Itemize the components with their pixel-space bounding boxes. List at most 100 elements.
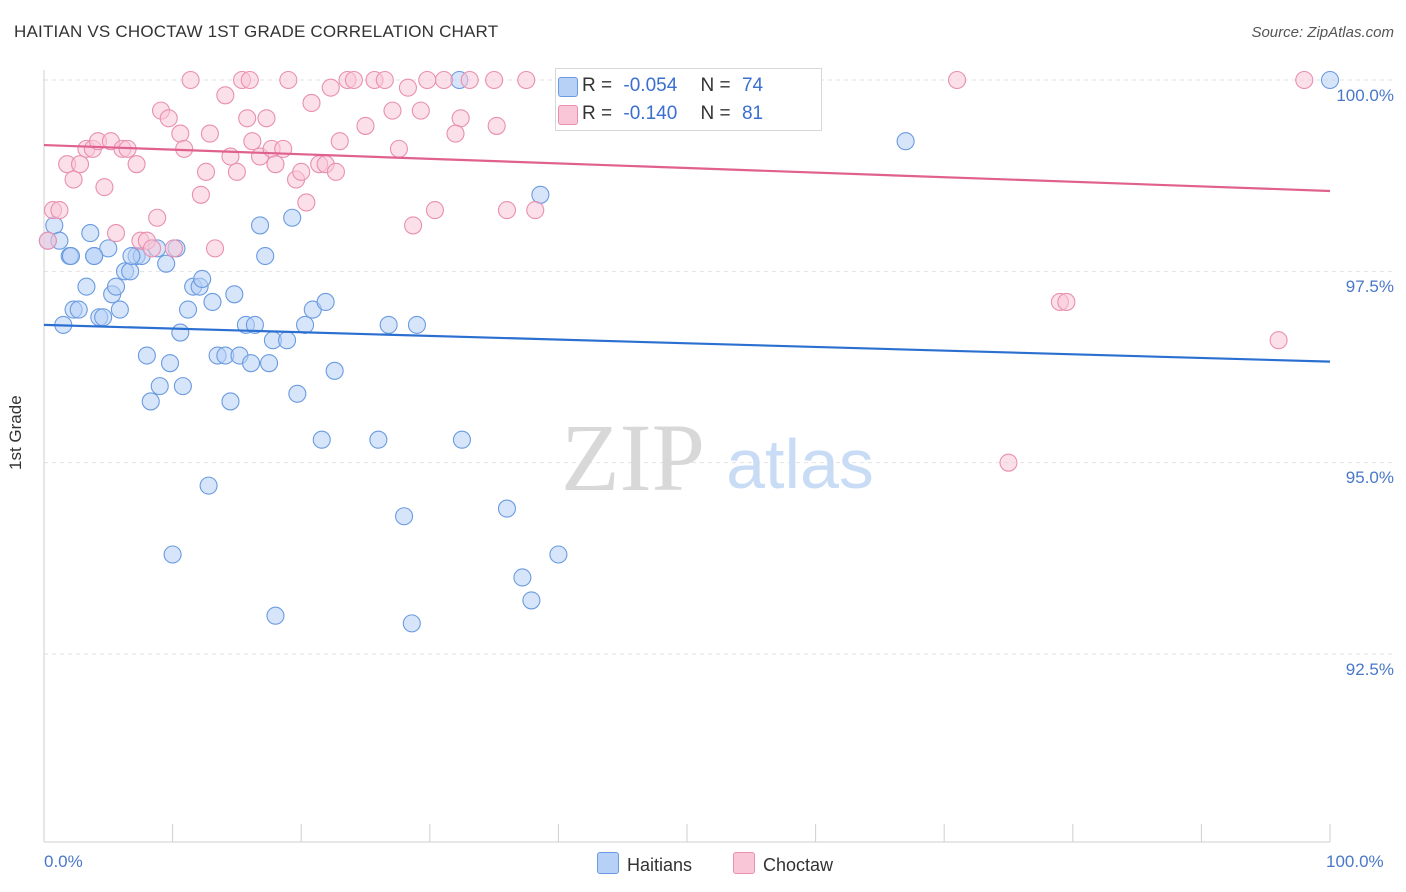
n-label: N =: [700, 103, 731, 124]
haitians-point: [122, 246, 141, 266]
haitians-point: [283, 208, 302, 227]
choctaw-legend-label: Choctaw: [763, 855, 834, 875]
choctaw-point: [1295, 70, 1314, 90]
choctaw-point: [205, 239, 225, 258]
haitians-point: [193, 269, 212, 289]
choctaw-point: [497, 201, 517, 220]
choctaw-point: [375, 70, 394, 90]
n-label: N =: [700, 75, 731, 96]
choctaw-point: [526, 201, 545, 220]
haitians-point: [137, 346, 156, 365]
haitians-point: [163, 545, 182, 564]
haitians-point: [379, 315, 398, 334]
choctaw-point: [999, 453, 1018, 472]
haitians-point: [199, 476, 218, 495]
choctaw-point: [200, 124, 219, 143]
legend-row-choctaw: R = -0.140 N = 81: [558, 103, 764, 125]
choctaw-point: [196, 162, 216, 181]
watermark: ZIP atlas: [561, 404, 874, 511]
y-tick-label: 97.5%: [1345, 277, 1394, 296]
choctaw-point: [148, 208, 167, 227]
haitians-point: [150, 377, 169, 396]
choctaw-point: [1269, 331, 1288, 350]
haitians-point: [157, 254, 176, 273]
haitians-point: [452, 430, 472, 449]
choctaw-point: [266, 155, 285, 174]
axes: [43, 70, 1331, 843]
choctaw-point: [159, 109, 178, 128]
choctaw-point: [216, 86, 235, 105]
haitians-point: [141, 392, 160, 411]
haitians-point: [173, 377, 192, 396]
haitians-point: [94, 308, 113, 327]
choctaw-point: [404, 216, 423, 235]
haitians-point: [81, 224, 100, 243]
choctaw-point: [321, 78, 340, 97]
choctaw-point: [240, 70, 259, 90]
haitians-point: [110, 300, 129, 319]
legend-item-haitians[interactable]: Haitians: [597, 852, 692, 876]
choctaw-point: [451, 109, 470, 128]
choctaw-point: [171, 124, 190, 143]
r-label: R =: [582, 75, 613, 96]
choctaw-point: [38, 231, 57, 250]
choctaw-point: [127, 155, 146, 174]
choctaw-point: [356, 116, 375, 135]
choctaw-point: [460, 70, 479, 90]
choctaw-point: [517, 70, 536, 90]
haitians-point: [1320, 70, 1340, 90]
legend-row-haitians: R = -0.054 N = 74: [558, 75, 763, 97]
haitians-point: [549, 545, 568, 564]
haitians-point: [85, 246, 104, 266]
haitians-point: [522, 591, 541, 610]
choctaw-point: [238, 109, 257, 128]
haitians-point: [160, 354, 180, 373]
choctaw-point: [383, 101, 402, 120]
haitians-point: [250, 216, 270, 235]
y-axis-label: 1st Grade: [6, 395, 25, 470]
choctaw-point: [243, 132, 262, 151]
choctaw-point: [948, 70, 967, 90]
choctaw-point: [418, 70, 437, 90]
x-tick-label: 100.0%: [1326, 852, 1384, 871]
haitians-point: [325, 361, 344, 380]
choctaw-point: [1057, 292, 1076, 311]
haitians-point: [256, 246, 275, 266]
haitians-point: [241, 354, 261, 373]
choctaw-point: [106, 224, 126, 243]
haitians-point: [69, 300, 88, 319]
haitians-point: [106, 277, 126, 296]
n-value: 81: [741, 103, 764, 124]
haitians-point: [225, 285, 244, 304]
watermark-zip: ZIP: [561, 404, 705, 511]
haitians-point: [513, 568, 532, 587]
choctaw-point: [446, 124, 465, 143]
haitians-point: [171, 323, 190, 342]
haitians-point: [407, 315, 426, 334]
haitians-point: [369, 430, 388, 449]
watermark-atlas: atlas: [726, 425, 874, 503]
haitians-point: [245, 315, 264, 334]
haitians-point: [221, 392, 240, 411]
choctaw-point: [191, 185, 210, 204]
choctaw-point: [425, 201, 444, 220]
r-value: -0.140: [623, 103, 678, 124]
haitians-point: [121, 262, 140, 281]
haitians-point: [896, 132, 915, 151]
choctaw-point: [142, 239, 162, 258]
haitians-legend-swatch: [597, 852, 619, 874]
y-tick-label: 100.0%: [1336, 86, 1394, 105]
haitians-legend-label: Haitians: [627, 855, 693, 875]
haitians-point: [99, 239, 118, 258]
choctaw-point: [181, 70, 200, 90]
choctaw-point: [70, 155, 90, 174]
choctaw-point: [164, 239, 183, 258]
haitians-point: [288, 384, 307, 403]
choctaw-point: [398, 78, 417, 97]
legend-item-choctaw[interactable]: Choctaw: [733, 852, 833, 876]
trend-line-choctaw: [43, 143, 1331, 193]
choctaw-point: [487, 116, 506, 135]
haitians-point: [278, 331, 297, 350]
haitians-point: [402, 614, 421, 633]
